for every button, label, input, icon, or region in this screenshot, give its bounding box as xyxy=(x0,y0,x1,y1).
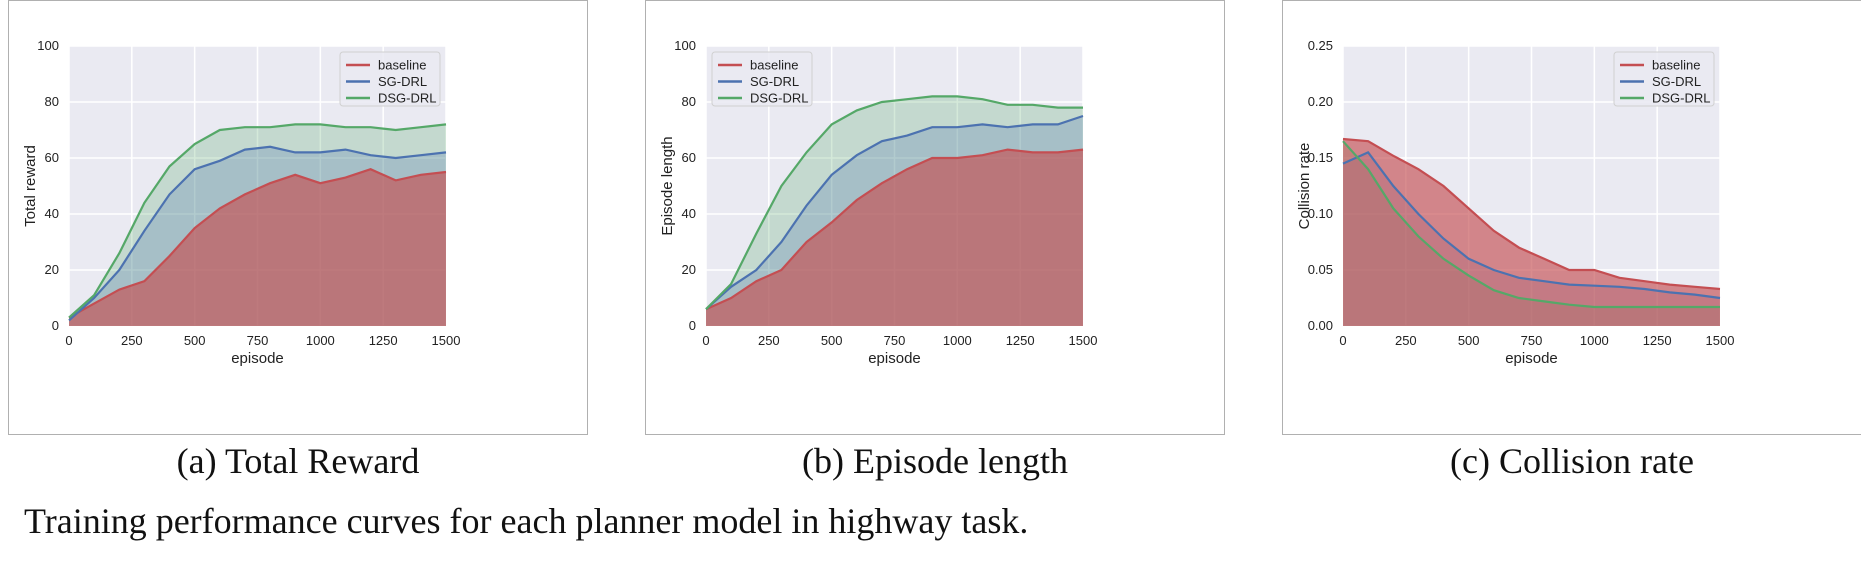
y-tick-label: 100 xyxy=(37,38,59,53)
y-axis-label: Total reward xyxy=(22,145,39,227)
x-tick-label: 250 xyxy=(121,333,143,348)
x-tick-label: 1000 xyxy=(306,333,335,348)
x-tick-label: 1500 xyxy=(432,333,461,348)
series-line-sg-drl xyxy=(705,114,1084,311)
legend-label-sg-drl: SG-DRL xyxy=(1652,74,1701,89)
subcaption-total-reward: (a) Total Reward xyxy=(176,441,420,481)
area-baseline xyxy=(69,169,446,326)
y-axis-label: Episode length xyxy=(659,136,676,235)
series-line-baseline xyxy=(1342,137,1721,291)
x-tick-label: 500 xyxy=(821,333,843,348)
x-tick-label: 0 xyxy=(1339,333,1346,348)
chart-episode-length: 0 250 500 750 1000 1250 1500 0 20 40 60 80 100 episod… xyxy=(659,38,1098,367)
series-line-dsg-drl xyxy=(68,123,447,319)
y-tick-label: 0 xyxy=(52,318,59,333)
y-tick-label: 80 xyxy=(45,94,59,109)
y-tick-label: 40 xyxy=(45,206,59,221)
series-line-sg-drl xyxy=(1342,151,1721,300)
legend-label-baseline: baseline xyxy=(1652,58,1700,73)
y-tick-label: 80 xyxy=(682,94,696,109)
x-tick-label: 1500 xyxy=(1706,333,1735,348)
y-tick-label: 40 xyxy=(682,206,696,221)
chart-panel-episode-length: 0 250 500 750 1000 1250 1500 0 20 40 60 80 100 episod… xyxy=(645,0,1225,435)
x-tick-label: 1000 xyxy=(943,333,972,348)
x-tick-label: 250 xyxy=(1395,333,1417,348)
y-tick-label: 0.00 xyxy=(1308,318,1333,333)
legend-label-sg-drl: SG-DRL xyxy=(378,74,427,89)
x-tick-label: 1500 xyxy=(1069,333,1098,348)
x-tick-label: 750 xyxy=(884,333,906,348)
y-axis-label: Collision rate xyxy=(1296,143,1313,230)
y-tick-label: 100 xyxy=(674,38,696,53)
legend-label-baseline: baseline xyxy=(378,58,426,73)
x-axis-label: episode xyxy=(868,350,921,367)
legend-label-sg-drl: SG-DRL xyxy=(750,74,799,89)
x-tick-label: 500 xyxy=(184,333,206,348)
y-tick-label: 60 xyxy=(45,150,59,165)
subcaption-collision-rate: (c) Collision rate xyxy=(1450,441,1694,481)
chart-panel-collision-rate: 0 250 500 750 1000 1250 1500 0.00 0.05 0.10 0.15 0.… xyxy=(1282,0,1861,435)
x-tick-label: 1250 xyxy=(1643,333,1672,348)
series-line-baseline xyxy=(705,148,1084,311)
legend-label-dsg-drl: DSG-DRL xyxy=(750,91,809,106)
y-tick-label: 0 xyxy=(689,318,696,333)
y-tick-label: 20 xyxy=(45,262,59,277)
x-tick-label: 750 xyxy=(1521,333,1543,348)
chart-total-reward: 0 250 500 750 1000 1250 1500 0 20 40 60 80 100 episod… xyxy=(22,38,461,367)
chart-panel-total-reward: 0 250 500 750 1000 1250 1500 0 20 40 60 80 100 episod… xyxy=(8,0,588,435)
series-line-dsg-drl xyxy=(705,95,1083,310)
series-line-dsg-drl xyxy=(1342,140,1720,309)
x-tick-label: 1250 xyxy=(1006,333,1035,348)
y-tick-label: 0.05 xyxy=(1308,262,1333,277)
series-line-baseline xyxy=(68,168,447,319)
legend-label-dsg-drl: DSG-DRL xyxy=(1652,91,1711,106)
series-line-sg-drl xyxy=(68,145,447,322)
x-tick-label: 1000 xyxy=(1580,333,1609,348)
y-tick-label: 20 xyxy=(682,262,696,277)
figure-caption: Training performance curves for each pla… xyxy=(24,501,1029,541)
subcaption-episode-length: (b) Episode length xyxy=(802,441,1068,481)
y-tick-label: 0.15 xyxy=(1308,150,1333,165)
x-tick-label: 0 xyxy=(702,333,709,348)
y-tick-label: 0.10 xyxy=(1308,206,1333,221)
x-tick-label: 0 xyxy=(65,333,72,348)
y-tick-label: 0.25 xyxy=(1308,38,1333,53)
x-tick-label: 1250 xyxy=(369,333,398,348)
x-axis-label: episode xyxy=(231,350,284,367)
x-tick-label: 750 xyxy=(247,333,269,348)
x-axis-label: episode xyxy=(1505,350,1558,367)
chart-collision-rate: 0 250 500 750 1000 1250 1500 0.00 0.05 0.10 0.15 0.… xyxy=(1296,38,1735,367)
y-tick-label: 0.20 xyxy=(1308,94,1333,109)
legend-label-dsg-drl: DSG-DRL xyxy=(378,91,437,106)
x-tick-label: 250 xyxy=(758,333,780,348)
y-tick-label: 60 xyxy=(682,150,696,165)
legend-label-baseline: baseline xyxy=(750,58,798,73)
x-tick-label: 500 xyxy=(1458,333,1480,348)
area-baseline xyxy=(706,149,1083,326)
